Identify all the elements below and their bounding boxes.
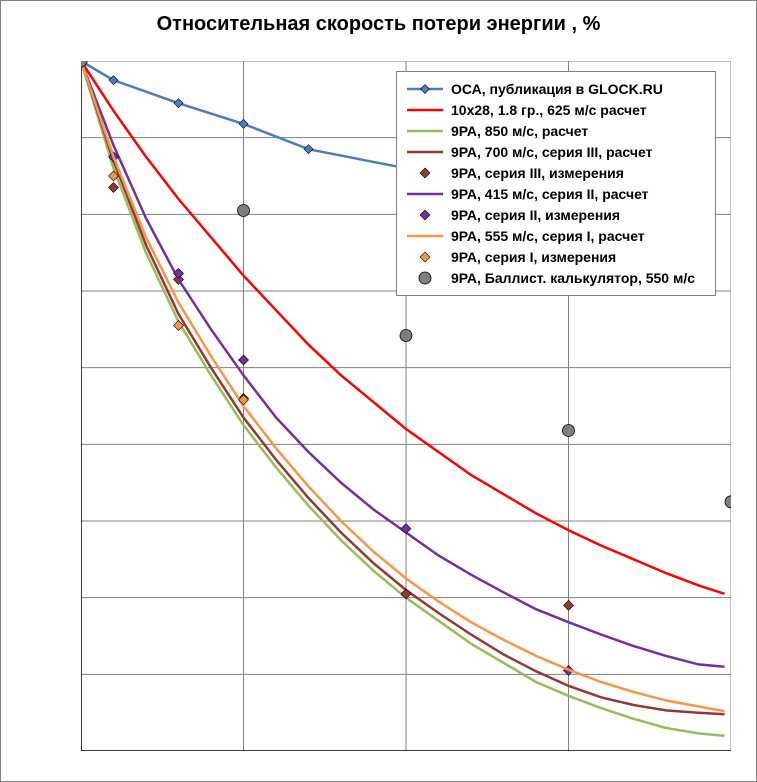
legend-item-pa2meas: 9РА, серия II, измерения <box>405 205 707 225</box>
legend-item-osa: ОСА, публикация в GLOCK.RU <box>405 79 707 99</box>
legend-item-ballcalc: 9РА, Баллист. калькулятор, 550 м/с <box>405 268 707 288</box>
legend-item-pa700: 9РА, 700 м/с, серия III, расчет <box>405 142 707 162</box>
legend-item-pa1meas: 9РА, серия I, измерения <box>405 247 707 267</box>
legend-swatch <box>405 164 445 182</box>
legend-swatch <box>405 227 445 245</box>
legend-label: 9РА, серия I, измерения <box>451 249 616 265</box>
legend-label: 9РА, Баллист. калькулятор, 550 м/с <box>451 270 695 286</box>
legend-item-pa415: 9РА, 415 м/с, серия II, расчет <box>405 184 707 204</box>
legend-swatch <box>405 206 445 224</box>
chart-title: Относительная скорость потери энергии , … <box>1 13 756 36</box>
legend-label: ОСА, публикация в GLOCK.RU <box>451 81 663 97</box>
legend-label: 10x28, 1.8 гр., 625 м/с расчет <box>451 102 647 118</box>
series-osa <box>81 61 411 173</box>
legend-swatch <box>405 101 445 119</box>
legend-swatch <box>405 248 445 266</box>
energy-loss-chart: Относительная скорость потери энергии , … <box>0 0 757 782</box>
legend-item-pa3meas: 9РА, серия III, измерения <box>405 163 707 183</box>
chart-legend: ОСА, публикация в GLOCK.RU 10x28, 1.8 гр.… <box>396 71 716 296</box>
legend-label: 9РА, 555 м/с, серия I, расчет <box>451 228 645 244</box>
legend-label: 9РА, серия II, измерения <box>451 207 620 223</box>
legend-item-pa555: 9РА, 555 м/с, серия I, расчет <box>405 226 707 246</box>
legend-label: 9РА, 850 м/с, расчет <box>451 123 588 139</box>
legend-item-pa850: 9РА, 850 м/с, расчет <box>405 121 707 141</box>
legend-label: 9РА, 700 м/с, серия III, расчет <box>451 144 652 160</box>
legend-swatch <box>405 185 445 203</box>
legend-swatch <box>405 80 445 98</box>
legend-swatch <box>405 269 445 287</box>
legend-label: 9РА, 415 м/с, серия II, расчет <box>451 186 649 202</box>
legend-swatch <box>405 122 445 140</box>
legend-swatch <box>405 143 445 161</box>
series-pa1meas <box>109 171 249 405</box>
legend-label: 9РА, серия III, измерения <box>451 165 624 181</box>
legend-item-c10x28: 10x28, 1.8 гр., 625 м/с расчет <box>405 100 707 120</box>
